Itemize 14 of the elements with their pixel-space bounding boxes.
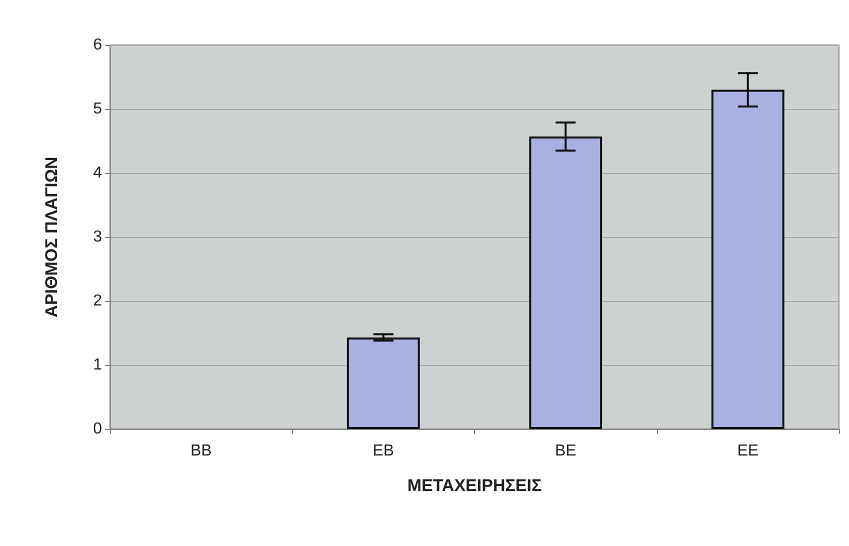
y-tick-label: 5	[93, 100, 102, 118]
y-tick-label: 2	[93, 292, 102, 310]
y-tick-label: 6	[93, 36, 102, 54]
y-axis-title: ΑΡΙΘΜΟΣ ΠΛΑΓΙΩΝ	[42, 156, 61, 318]
x-axis-title: ΜΕΤΑΧΕΙΡΗΣΕΙΣ	[407, 476, 542, 495]
y-tick-label: 3	[93, 228, 102, 246]
x-tick-label: EE	[737, 442, 759, 460]
bar	[346, 337, 420, 429]
y-tick-label: 1	[93, 356, 102, 374]
x-tick-label: BE	[554, 442, 576, 460]
x-tick-label: BB	[190, 442, 212, 460]
y-tick-label: 4	[93, 164, 102, 182]
y-tick-label: 0	[93, 420, 102, 438]
x-tick-label: EB	[372, 442, 394, 460]
